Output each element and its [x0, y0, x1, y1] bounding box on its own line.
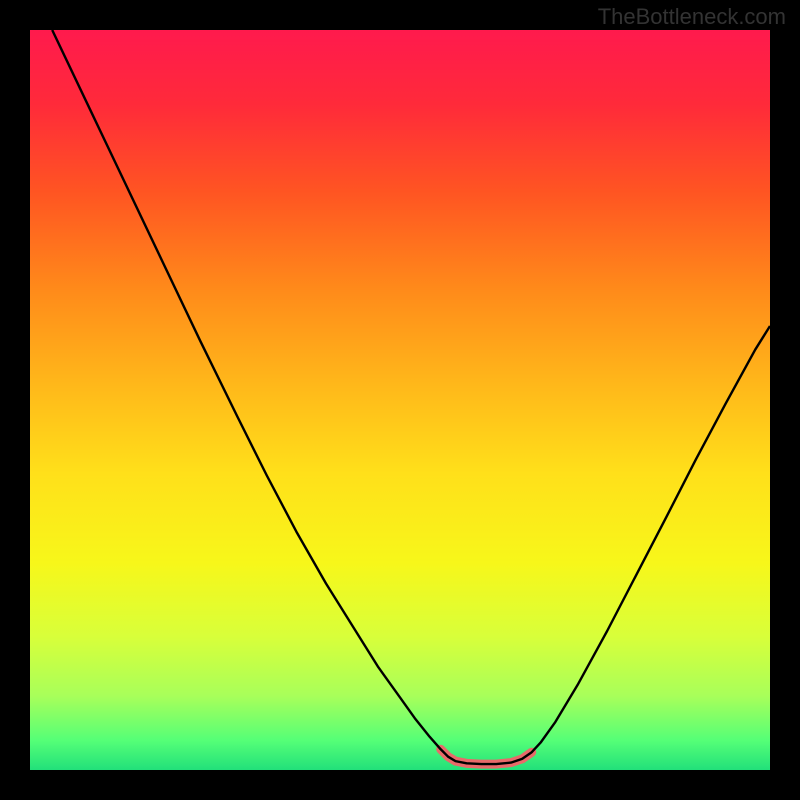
bottleneck-chart	[30, 30, 770, 770]
gradient-background	[30, 30, 770, 770]
chart-svg	[30, 30, 770, 770]
watermark-text: TheBottleneck.com	[598, 4, 786, 30]
